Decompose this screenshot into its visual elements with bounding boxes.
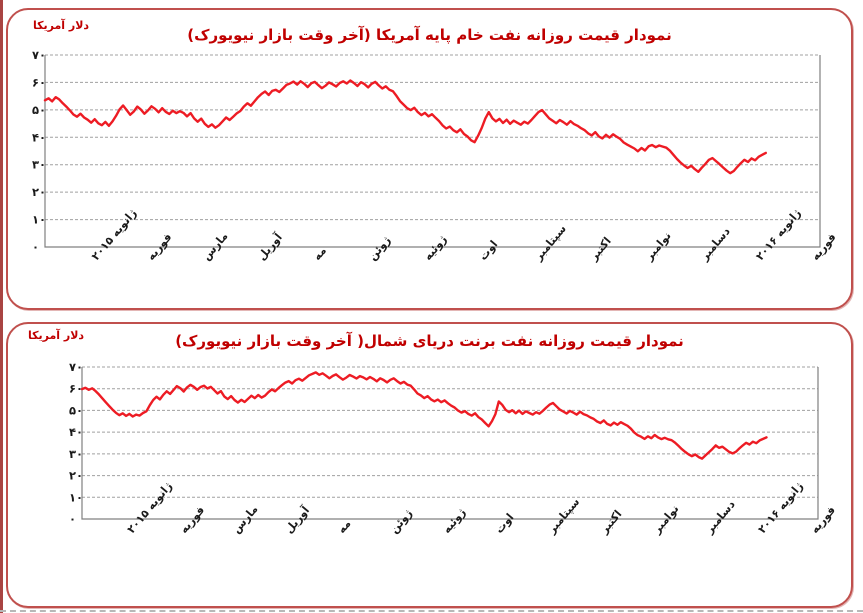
y-tick-label-70: ۷۰ [32,48,46,62]
x-tick-label-11: دسامبر [697,225,733,264]
bottom-dashed-rule [0,610,863,612]
brent-chart-title: نمودار قیمت روزانه نفت برنت دریای شمال( … [175,332,684,350]
x-tick-label-0: ژانویه ۲۰۱۵ [125,480,175,536]
wti-price-line [43,79,767,175]
y-tick-label-20: ۲۰ [69,469,83,483]
wti-chart-title: نمودار قیمت روزانه نفت خام پایه آمریکا (… [187,26,672,44]
wti-y-axis-unit-label: دلار آمریکا [33,19,90,32]
brent-chart-panel: دلار آمریکا نمودار قیمت روزانه نفت برنت … [6,322,853,608]
x-tick-label-0: ژانویه ۲۰۱۵ [89,207,139,263]
y-tick-label-0: ۰ [32,240,39,254]
x-tick-label-8: سپتامبر [545,495,583,536]
plot-box [81,367,819,520]
x-tick-label-7: اوت [477,238,501,263]
x-tick-label-8: سپتامبر [531,222,569,263]
brent-y-axis-unit-label: دلار آمریکا [28,329,85,342]
x-tick-label-6: ژوئیه [440,506,468,536]
y-tick-label-0: ۰ [69,512,76,526]
y-tick-label-60: ۶۰ [32,75,46,89]
y-tick-label-70: ۷۰ [69,360,83,374]
left-border-rule [0,0,3,613]
x-tick-label-9: اکتبر [597,508,624,537]
y-tick-label-50: ۵۰ [69,403,83,417]
y-tick-label-40: ۴۰ [69,425,83,439]
x-tick-label-1: فوریه [177,504,207,536]
y-tick-label-50: ۵۰ [32,103,46,117]
brent-price-line [80,371,768,460]
x-tick-label-6: ژوئیه [421,233,449,263]
x-tick-label-5: ژوئن [387,507,414,536]
y-tick-label-20: ۲۰ [32,185,46,199]
y-tick-label-30: ۳۰ [69,447,83,461]
y-tick-label-40: ۴۰ [32,130,46,144]
wti-chart-panel: دلار آمریکا نمودار قیمت روزانه نفت خام پ… [6,8,853,310]
x-tick-label-5: ژوئن [366,234,393,263]
x-tick-label-12: ژانویه ۲۰۱۶ [755,480,805,536]
y-tick-label-60: ۶۰ [69,382,83,396]
plot-box [44,55,821,248]
x-tick-label-7: اوت [493,511,517,536]
y-tick-label-10: ۱۰ [69,490,83,504]
x-tick-label-12: ژانویه ۲۰۱۶ [753,207,803,263]
x-tick-label-4: مه [335,517,354,536]
x-tick-label-2: مارس [200,230,231,263]
y-tick-label-30: ۳۰ [32,158,46,172]
x-tick-label-9: اکتبر [587,235,614,264]
y-tick-label-10: ۱۰ [32,213,46,227]
x-tick-label-11: دسامبر [702,498,738,537]
x-tick-label-13: فوریه [808,504,838,536]
